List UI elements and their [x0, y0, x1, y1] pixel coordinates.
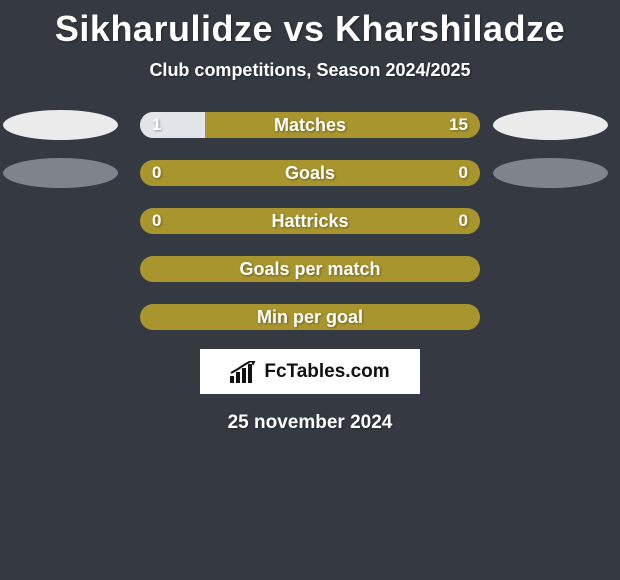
- stat-row: 0Hattricks0: [0, 205, 620, 237]
- stat-label: Min per goal: [140, 307, 480, 328]
- player-ellipse-right: [493, 110, 608, 140]
- container: Sikharulidze vs Kharshiladze Club compet…: [0, 0, 620, 434]
- stat-label: Goals per match: [140, 259, 480, 280]
- stat-label: Matches: [140, 115, 480, 136]
- stat-rows: 1Matches150Goals00Hattricks0Goals per ma…: [0, 109, 620, 333]
- stat-row: 1Matches15: [0, 109, 620, 141]
- date-text: 25 november 2024: [0, 412, 620, 434]
- stat-value-right: 15: [449, 112, 468, 138]
- player-ellipse-left: [3, 158, 118, 188]
- stat-row: Min per goal: [0, 301, 620, 333]
- player-ellipse-right: [493, 158, 608, 188]
- stat-value-right: 0: [459, 208, 468, 234]
- logo-text: FcTables.com: [264, 361, 389, 383]
- stat-row: 0Goals0: [0, 157, 620, 189]
- stat-bar: 0Hattricks0: [140, 208, 480, 234]
- page-title: Sikharulidze vs Kharshiladze: [0, 8, 620, 50]
- stat-row: Goals per match: [0, 253, 620, 285]
- stat-bar: 0Goals0: [140, 160, 480, 186]
- stat-bar: Min per goal: [140, 304, 480, 330]
- stat-label: Hattricks: [140, 211, 480, 232]
- logo-chart-icon: [230, 361, 258, 383]
- fctables-logo[interactable]: FcTables.com: [200, 349, 420, 394]
- stat-value-right: 0: [459, 160, 468, 186]
- subtitle: Club competitions, Season 2024/2025: [0, 60, 620, 81]
- stat-bar: 1Matches15: [140, 112, 480, 138]
- player-ellipse-left: [3, 110, 118, 140]
- stat-label: Goals: [140, 163, 480, 184]
- stat-bar: Goals per match: [140, 256, 480, 282]
